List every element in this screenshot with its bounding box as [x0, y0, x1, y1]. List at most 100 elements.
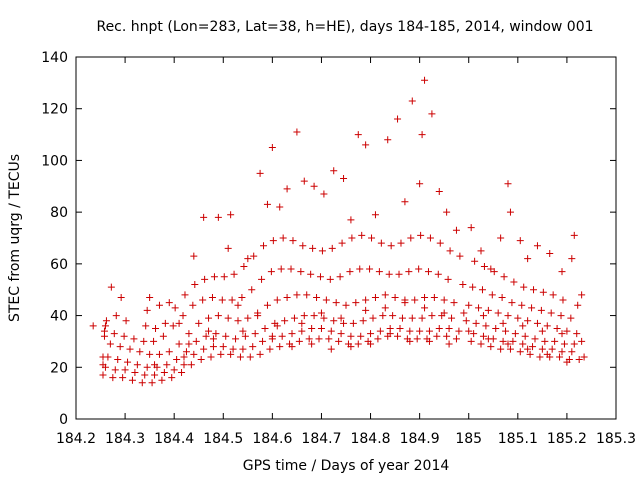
data-point: [433, 332, 441, 340]
data-point: [465, 327, 473, 335]
data-point: [381, 291, 389, 299]
data-point: [519, 340, 527, 348]
data-point: [536, 353, 544, 361]
data-point: [114, 356, 122, 364]
data-point: [293, 291, 301, 299]
data-point: [158, 376, 166, 384]
y-tick-label: 80: [50, 205, 68, 221]
data-point: [537, 306, 545, 314]
data-point: [313, 293, 321, 301]
data-point: [484, 335, 492, 343]
data-point: [209, 343, 217, 351]
data-point: [436, 239, 444, 247]
data-point: [298, 319, 306, 327]
data-point: [308, 340, 316, 348]
x-tick-label: 184.4: [154, 431, 194, 447]
data-point: [150, 337, 158, 345]
data-point: [533, 242, 541, 250]
data-point: [340, 175, 348, 183]
data-point: [440, 309, 448, 317]
data-point: [224, 314, 232, 322]
data-point: [335, 337, 343, 345]
data-point: [185, 340, 193, 348]
data-point: [366, 265, 374, 273]
data-point: [450, 299, 458, 307]
x-tick-label: 184.2: [56, 431, 96, 447]
data-point: [327, 327, 335, 335]
data-point: [421, 304, 429, 312]
data-point: [374, 335, 382, 343]
data-point: [140, 337, 148, 345]
data-point: [240, 262, 248, 270]
data-point: [511, 330, 519, 338]
data-point: [249, 343, 257, 351]
data-point: [260, 242, 268, 250]
data-point: [375, 268, 383, 276]
data-point: [348, 234, 356, 242]
data-point: [475, 304, 483, 312]
y-tick-label: 40: [50, 309, 68, 325]
data-point: [258, 275, 266, 283]
x-tick-label: 185: [455, 431, 482, 447]
data-point: [504, 340, 512, 348]
data-point: [487, 343, 495, 351]
data-point: [124, 358, 132, 366]
data-point: [484, 306, 492, 314]
data-point: [318, 247, 326, 255]
data-point: [152, 325, 160, 332]
data-point: [290, 314, 298, 322]
data-point: [236, 353, 244, 361]
data-point: [500, 273, 508, 281]
data-point: [239, 345, 247, 353]
data-point: [325, 335, 333, 343]
data-point: [362, 141, 370, 149]
data-point: [434, 270, 442, 278]
y-tick-label: 120: [41, 102, 68, 118]
data-point: [161, 319, 169, 327]
data-point: [308, 325, 316, 332]
data-point: [538, 345, 546, 353]
data-point: [371, 211, 379, 219]
data-point: [189, 301, 197, 309]
data-point: [396, 325, 404, 332]
data-point: [229, 345, 237, 353]
data-point: [362, 306, 370, 314]
data-point: [171, 304, 179, 312]
data-point: [556, 353, 564, 361]
data-point: [408, 97, 416, 105]
data-point: [205, 314, 213, 322]
data-point: [122, 317, 130, 325]
data-point: [146, 350, 154, 358]
data-point: [228, 296, 236, 304]
data-point: [192, 337, 200, 345]
data-point: [289, 237, 297, 245]
data-point: [470, 330, 478, 338]
data-point: [190, 350, 198, 358]
data-point: [227, 350, 235, 358]
data-point: [394, 115, 402, 123]
data-point: [195, 319, 203, 327]
data-point: [425, 337, 433, 345]
data-point: [288, 330, 296, 338]
data-point: [548, 345, 556, 353]
data-point: [133, 361, 141, 369]
data-point: [279, 234, 287, 242]
data-point: [510, 278, 518, 286]
data-point: [143, 363, 151, 371]
data-point: [346, 268, 354, 276]
data-point: [214, 312, 222, 320]
data-point: [141, 371, 149, 379]
data-point: [110, 330, 118, 338]
data-point: [398, 314, 406, 322]
x-axis: 184.2 184.3 184.4 184.5 184.6 184.7 184.8 184.9…: [56, 57, 636, 447]
data-point: [151, 371, 159, 379]
data-point: [99, 361, 107, 369]
data-point: [435, 187, 443, 195]
data-point: [524, 255, 532, 263]
data-point: [407, 234, 415, 242]
data-point: [175, 319, 183, 327]
data-point: [367, 330, 375, 338]
data-point: [209, 335, 217, 343]
data-point: [424, 268, 432, 276]
data-point: [185, 330, 193, 338]
